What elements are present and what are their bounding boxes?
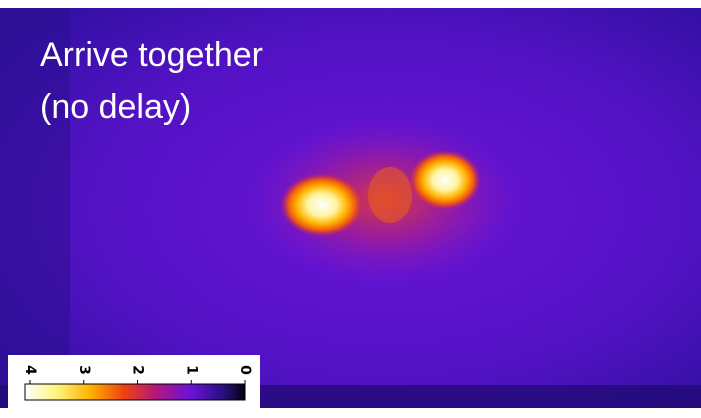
tick-label: 3 xyxy=(76,365,92,375)
tick-label: 4 xyxy=(22,365,38,375)
thermal-image: Arrive together (no delay) 4 3 2 1 0 xyxy=(0,0,701,418)
tick-label: 2 xyxy=(130,365,146,375)
caption-line: (no delay) xyxy=(40,88,191,126)
hot-spot xyxy=(409,150,481,210)
tick-label: 0 xyxy=(237,365,253,375)
colorbar: 4 3 2 1 0 xyxy=(8,355,260,418)
tick-label: 1 xyxy=(183,365,199,375)
page: Arrive together (no delay) 43210 (() => … xyxy=(0,0,701,418)
hot-spot xyxy=(280,173,364,237)
hot-spot xyxy=(368,167,412,223)
colorbar-gradient xyxy=(25,384,245,400)
caption-line: Arrive together xyxy=(40,36,263,74)
